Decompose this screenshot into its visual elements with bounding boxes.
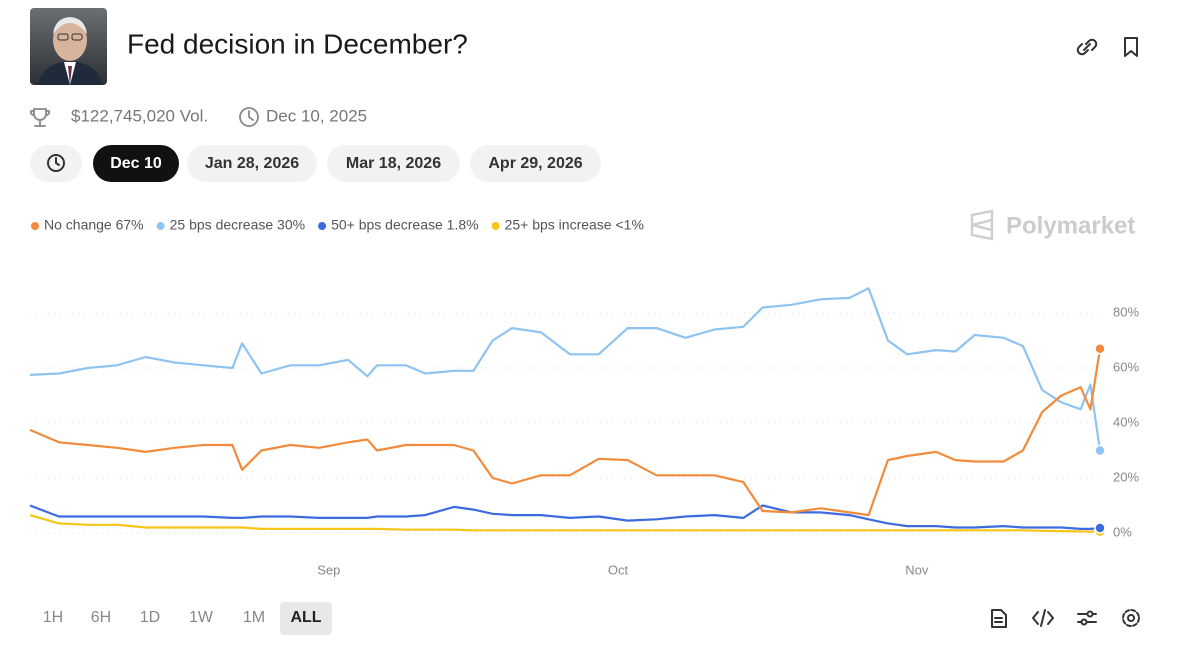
title: Fed decision in December? — [127, 28, 468, 59]
y-tick-label: 40% — [1113, 414, 1139, 429]
range-button[interactable]: 1D — [140, 609, 160, 626]
y-tick-label: 80% — [1113, 304, 1139, 319]
date-tab-label[interactable]: Jan 28, 2026 — [205, 155, 299, 172]
range-button[interactable]: 6H — [91, 609, 111, 626]
end-dot — [1094, 343, 1106, 355]
range-button-active[interactable] — [280, 602, 332, 635]
bookmark[interactable] — [1124, 37, 1138, 57]
y-tick-label: 20% — [1113, 469, 1139, 484]
copy-link[interactable] — [1076, 38, 1098, 56]
date-tab-label[interactable]: Dec 10 — [110, 155, 162, 172]
series-line — [29, 504, 1101, 530]
legend-label: 50+ bps decrease 1.8% — [331, 217, 479, 233]
end-dot — [1094, 522, 1106, 534]
range-button[interactable]: 1W — [189, 609, 214, 626]
doc-icon[interactable] — [991, 609, 1007, 628]
series-line — [29, 348, 1102, 517]
y-tick-label: 0% — [1113, 524, 1132, 539]
series-line — [29, 287, 1102, 451]
embed-icon[interactable] — [1032, 609, 1054, 627]
market-image — [30, 8, 107, 85]
legend-label: 25+ bps increase <1% — [505, 217, 644, 233]
end-dot — [1094, 444, 1106, 457]
date-tab[interactable] — [470, 145, 601, 182]
legend-label: No change 67% — [44, 217, 144, 233]
filter-icon[interactable] — [1077, 610, 1097, 626]
legend-dot — [31, 222, 39, 230]
date-tab-label[interactable]: Mar 18, 2026 — [346, 155, 441, 172]
y-tick-label: 60% — [1113, 359, 1139, 374]
legend-dot — [318, 222, 327, 230]
date-tab[interactable] — [327, 145, 460, 182]
legend-dot — [156, 222, 165, 230]
clock-icon — [239, 107, 259, 127]
end-date: Dec 10, 2025 — [266, 106, 367, 125]
watermark: Polymarket — [1006, 212, 1135, 239]
range-button[interactable]: 1M — [243, 609, 265, 626]
series-line — [29, 514, 1100, 533]
volume: $122,745,020 Vol. — [71, 106, 208, 125]
date-tab-label[interactable]: Apr 29, 2026 — [488, 155, 582, 172]
legend-dot — [491, 222, 500, 230]
date-tab[interactable] — [93, 145, 179, 182]
settings-icon[interactable] — [1122, 609, 1140, 627]
range-button[interactable]: 1H — [43, 609, 63, 626]
history-button[interactable] — [30, 145, 82, 182]
legend-label: 25 bps decrease 30% — [170, 217, 305, 233]
x-tick-label: Oct — [608, 562, 629, 577]
polymarket-logo — [970, 209, 994, 241]
x-tick-label: Sep — [317, 562, 340, 577]
date-tab[interactable] — [187, 145, 317, 182]
range-button[interactable]: ALL — [290, 609, 321, 626]
x-tick-label: Nov — [905, 562, 929, 577]
trophy-icon — [29, 108, 51, 127]
